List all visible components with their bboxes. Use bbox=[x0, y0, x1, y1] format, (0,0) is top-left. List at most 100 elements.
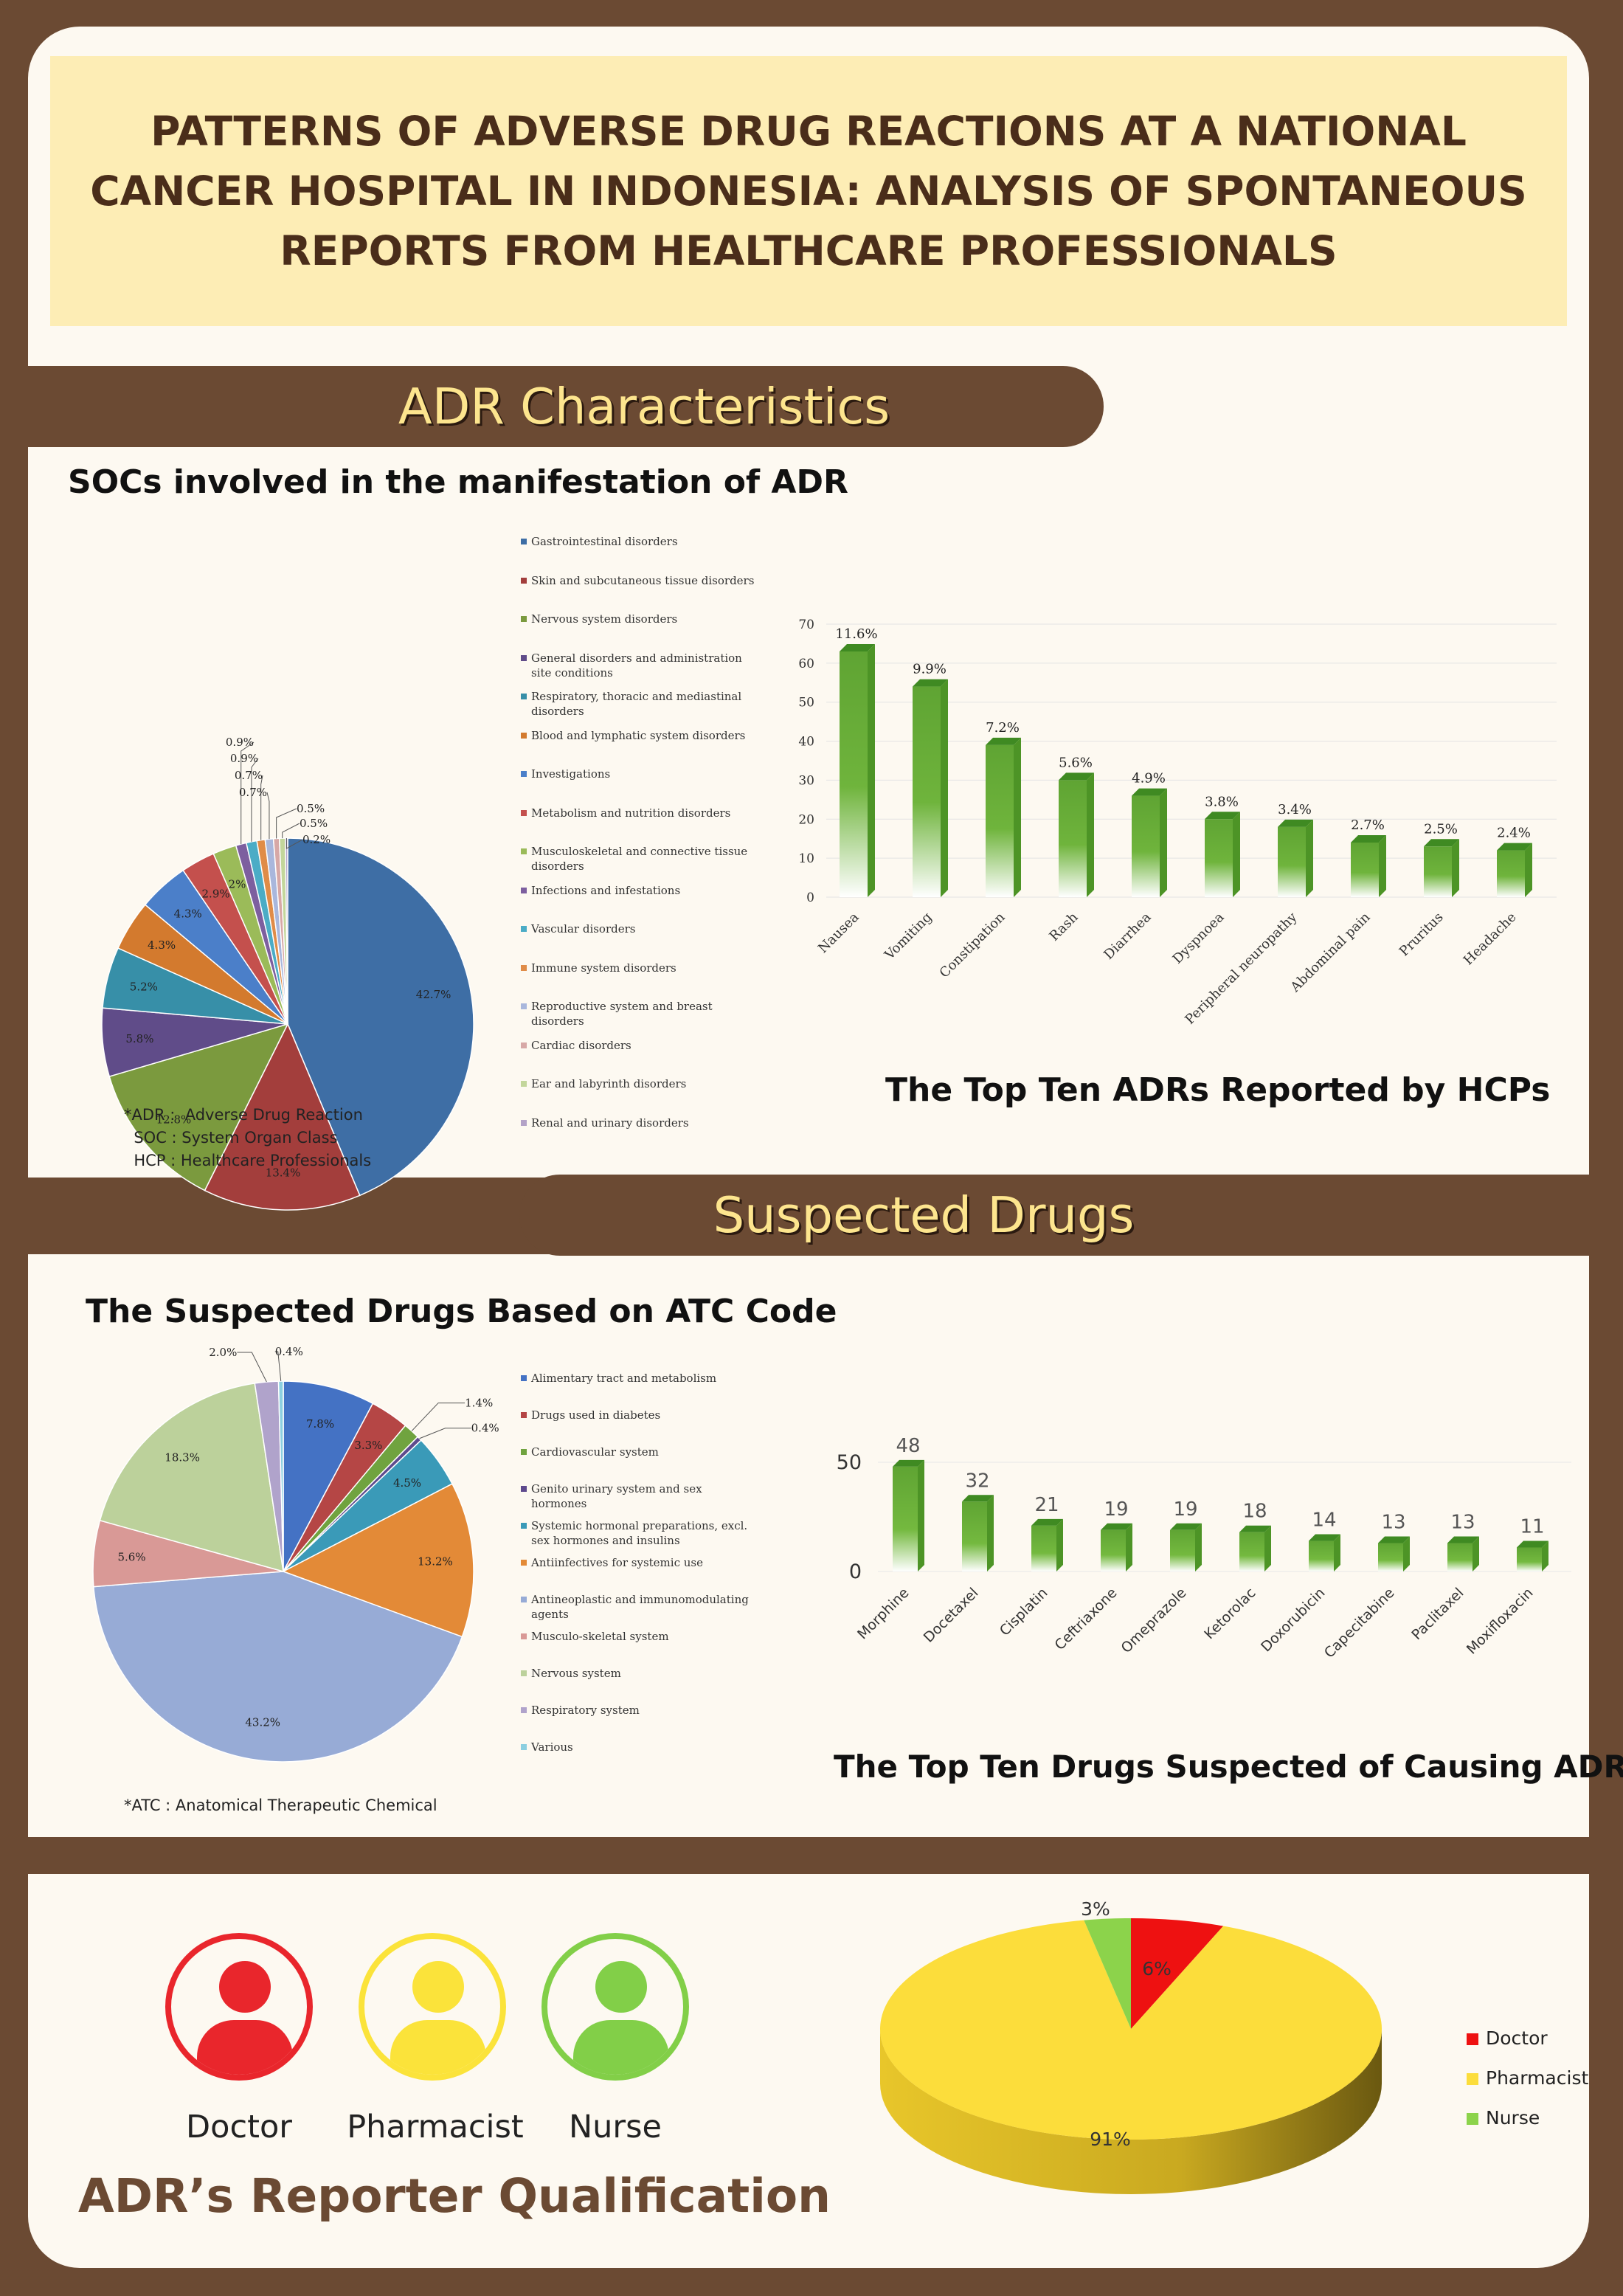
legend-swatch bbox=[521, 539, 527, 544]
bar-top bbox=[1309, 1534, 1340, 1541]
bar-data-label: 19 bbox=[1173, 1498, 1197, 1521]
x-tick-label: Nausea bbox=[815, 910, 862, 957]
bar-top bbox=[1059, 772, 1094, 781]
bar bbox=[1378, 1543, 1403, 1571]
bar-top bbox=[1031, 1518, 1063, 1526]
bar-side bbox=[1160, 788, 1167, 897]
bar-top bbox=[1378, 1536, 1410, 1543]
bar bbox=[1517, 1547, 1542, 1571]
bar-side bbox=[918, 1459, 924, 1571]
legend-label: Vascular disorders bbox=[531, 922, 636, 936]
legend-item: Genito urinary system and sex hormones bbox=[521, 1481, 760, 1511]
y-tick-label: 20 bbox=[798, 812, 814, 827]
legend-item: Systemic hormonal preparations, excl. se… bbox=[521, 1518, 760, 1548]
bar bbox=[840, 651, 868, 897]
bar bbox=[1497, 850, 1525, 897]
legend-swatch bbox=[521, 1633, 527, 1639]
legend-swatch bbox=[521, 1670, 527, 1676]
bar-top bbox=[986, 737, 1021, 745]
pie-slice bbox=[287, 837, 474, 1197]
bar-side bbox=[1056, 1518, 1063, 1571]
bar-data-label: 4.9% bbox=[1132, 771, 1166, 786]
bar-top bbox=[1101, 1523, 1132, 1530]
legend-item: Musculo-skeletal system bbox=[521, 1629, 760, 1644]
legend-label: Respiratory, thoracic and mediastinal di… bbox=[531, 690, 742, 718]
x-tick-label: Ketorolac bbox=[1201, 1585, 1259, 1642]
bar bbox=[962, 1501, 987, 1571]
bar-data-label: 14 bbox=[1312, 1510, 1336, 1532]
bar-top bbox=[1424, 839, 1459, 847]
pie-leader-line bbox=[237, 1352, 267, 1383]
y-tick-label: 30 bbox=[798, 773, 814, 788]
pie-data-label: 18.3% bbox=[165, 1451, 200, 1465]
pie-slice bbox=[1131, 1918, 1224, 2029]
bar-side bbox=[1306, 819, 1313, 897]
x-tick-label: Rash bbox=[1046, 909, 1081, 944]
legend-swatch bbox=[521, 1003, 527, 1009]
bar-data-label: 5.6% bbox=[1059, 755, 1093, 770]
legend-swatch bbox=[521, 848, 527, 854]
pie-slice bbox=[93, 1571, 463, 1763]
suspected-drugs-banner: Suspected Drugs bbox=[519, 1175, 1623, 1256]
bar bbox=[986, 744, 1014, 897]
y-tick-label: 70 bbox=[798, 618, 814, 632]
x-tick-label: Paclitaxel bbox=[1408, 1585, 1467, 1643]
pie-data-label: 0.4% bbox=[275, 1345, 303, 1358]
bar-top bbox=[1278, 819, 1313, 827]
legend-swatch bbox=[521, 577, 527, 584]
soc-chart-title: SOCs involved in the manifestation of AD… bbox=[68, 463, 848, 501]
pie-data-label: 2.9% bbox=[202, 887, 230, 900]
legend-item: Alimentary tract and metabolism bbox=[521, 1371, 760, 1386]
bar bbox=[1351, 843, 1379, 897]
pharmacist-head-icon bbox=[412, 1961, 464, 2013]
bar bbox=[1205, 819, 1233, 897]
pharmacist-avatar bbox=[359, 1933, 506, 2081]
pie-leader-line bbox=[411, 1403, 466, 1431]
pie-data-label: 4.3% bbox=[148, 938, 176, 952]
legend-swatch bbox=[521, 694, 527, 699]
bar-side bbox=[1087, 772, 1094, 897]
pie-data-label: 0.9% bbox=[226, 736, 254, 749]
legend-label: Pharmacist bbox=[1486, 2067, 1589, 2089]
legend-item: General disorders and administration sit… bbox=[521, 651, 760, 680]
x-tick-label: Dyspnoea bbox=[1170, 910, 1228, 967]
bar-data-label: 48 bbox=[896, 1435, 920, 1457]
top-drugs-chart-title: The Top Ten Drugs Suspected of Causing A… bbox=[834, 1749, 1623, 1785]
legend-item: Nurse bbox=[1467, 2107, 1588, 2147]
bar-top bbox=[893, 1459, 924, 1467]
legend-item: Antiinfectives for systemic use bbox=[521, 1555, 760, 1570]
doctor-label: Doctor bbox=[186, 2109, 292, 2145]
bar-top bbox=[1239, 1525, 1271, 1532]
pie-data-label: 42.7% bbox=[416, 988, 451, 1001]
bar-data-label: 3.4% bbox=[1278, 802, 1312, 817]
legend-item: Skin and subcutaneous tissue disorders bbox=[521, 573, 760, 588]
bar bbox=[893, 1466, 918, 1571]
pie-data-label: 13.2% bbox=[418, 1555, 453, 1569]
pie-slice bbox=[99, 1383, 284, 1573]
pie-data-label: 0.5% bbox=[297, 802, 325, 815]
pie-data-label: 3.3% bbox=[354, 1439, 382, 1452]
doctor-avatar bbox=[165, 1933, 313, 2081]
legend-label: Reproductive system and breast disorders bbox=[531, 1000, 713, 1028]
legend-item: Respiratory, thoracic and mediastinal di… bbox=[521, 689, 760, 719]
pie-data-label: 0.2% bbox=[302, 833, 331, 846]
legend-label: Respiratory system bbox=[531, 1704, 640, 1717]
top-drugs-bar-chart: 0 50 48 Morphine 32 Docetaxel 21 Cisplatin 19 Cef… bbox=[837, 1435, 1571, 1662]
legend-label: Alimentary tract and metabolism bbox=[531, 1372, 717, 1385]
bar-data-label: 3.8% bbox=[1205, 794, 1239, 809]
pie-data-label: 0.9% bbox=[230, 752, 258, 765]
pie-data-label: 7.8% bbox=[306, 1417, 334, 1431]
legend-swatch bbox=[521, 1560, 527, 1566]
bar-side bbox=[1334, 1534, 1340, 1571]
pie-data-label: 1.4% bbox=[465, 1397, 493, 1410]
top-adr-chart-title: The Top Ten ADRs Reported by HCPs bbox=[885, 1071, 1551, 1109]
bar-top bbox=[1351, 835, 1386, 843]
bar-data-label: 11.6% bbox=[835, 626, 877, 642]
pie-leader-line bbox=[260, 775, 263, 840]
legend-label: Genito urinary system and sex hormones bbox=[531, 1482, 702, 1510]
pie-data-label: 0.7% bbox=[235, 769, 263, 782]
legend-swatch bbox=[521, 1081, 527, 1087]
legend-label: Infections and infestations bbox=[531, 883, 681, 897]
x-tick-label: Ceftriaxone bbox=[1052, 1585, 1121, 1653]
bar-top bbox=[1205, 812, 1240, 820]
